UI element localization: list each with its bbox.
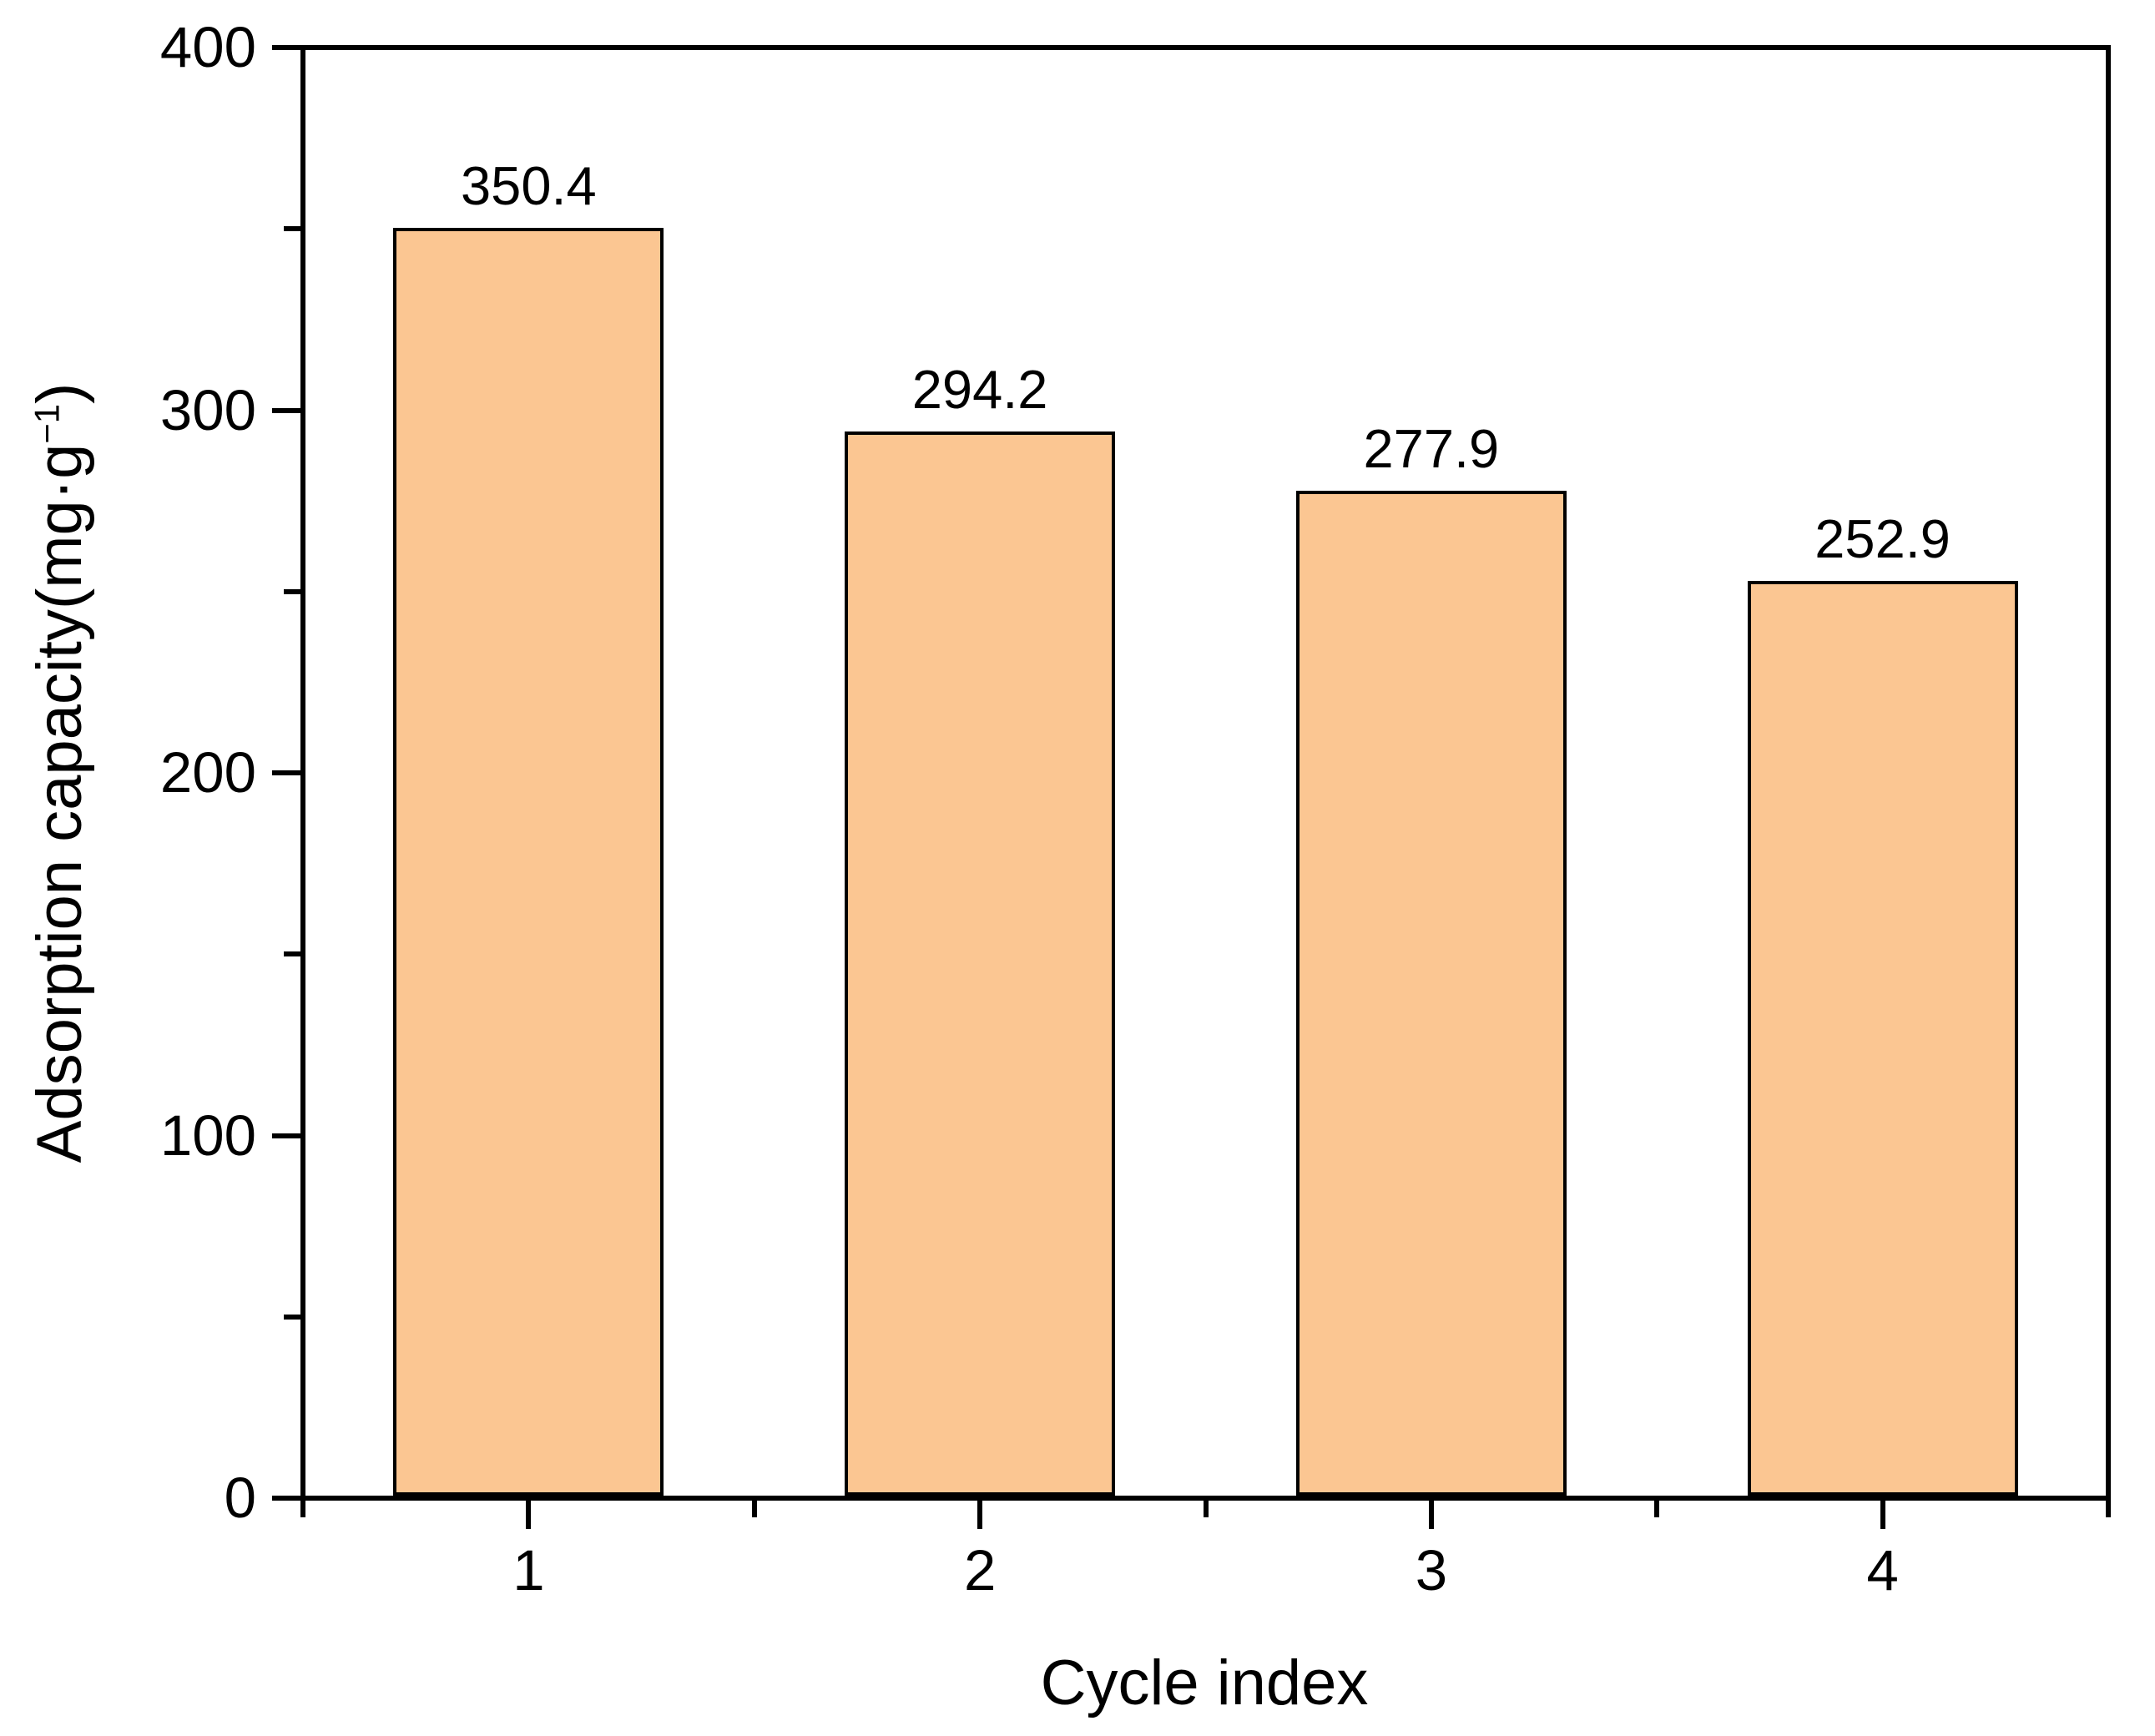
y-minor-tick [284, 588, 300, 594]
x-minor-tick [751, 1501, 757, 1517]
y-minor-tick [284, 226, 300, 232]
x-tick-label: 4 [1866, 1538, 1899, 1602]
x-minor-tick [1654, 1501, 1660, 1517]
y-tick-label: 0 [224, 1466, 256, 1530]
x-minor-tick [2106, 1501, 2111, 1517]
y-axis-title-text: Adsorption capacity(mg·g−1) [23, 383, 98, 1163]
bar [393, 227, 664, 1496]
y-axis-title-main: Adsorption capacity(mg·g [24, 443, 95, 1163]
x-major-tick [977, 1501, 983, 1529]
x-major-tick [1428, 1501, 1434, 1529]
y-tick-label: 300 [159, 377, 256, 442]
y-major-tick [272, 1496, 300, 1501]
y-major-tick [272, 45, 300, 50]
y-tick-label: 200 [159, 740, 256, 805]
y-axis-title-superscript: −1 [27, 403, 67, 444]
x-axis-title: Cycle index [1040, 1648, 1369, 1718]
y-major-tick [272, 407, 300, 413]
plot-area [300, 45, 2111, 1501]
bar-value-label: 350.4 [461, 154, 597, 216]
y-minor-tick [284, 951, 300, 957]
x-minor-tick [300, 1501, 305, 1517]
bar [845, 431, 1116, 1496]
y-major-tick [272, 770, 300, 775]
y-tick-label: 400 [159, 15, 256, 79]
x-tick-label: 1 [512, 1538, 545, 1602]
bar [1747, 581, 2018, 1496]
bar [1295, 490, 1567, 1496]
x-major-tick [526, 1501, 532, 1529]
bar-value-label: 277.9 [1363, 417, 1500, 479]
y-tick-label: 100 [159, 1103, 256, 1168]
x-tick-label: 3 [1415, 1538, 1448, 1602]
y-major-tick [272, 1133, 300, 1138]
bar-value-label: 294.2 [911, 358, 1048, 420]
bar-value-label: 252.9 [1814, 508, 1951, 570]
y-axis-title-close: ) [24, 382, 95, 404]
x-major-tick [1880, 1501, 1885, 1529]
y-minor-tick [284, 1314, 300, 1320]
x-tick-label: 2 [963, 1538, 997, 1602]
x-minor-tick [1203, 1501, 1209, 1517]
